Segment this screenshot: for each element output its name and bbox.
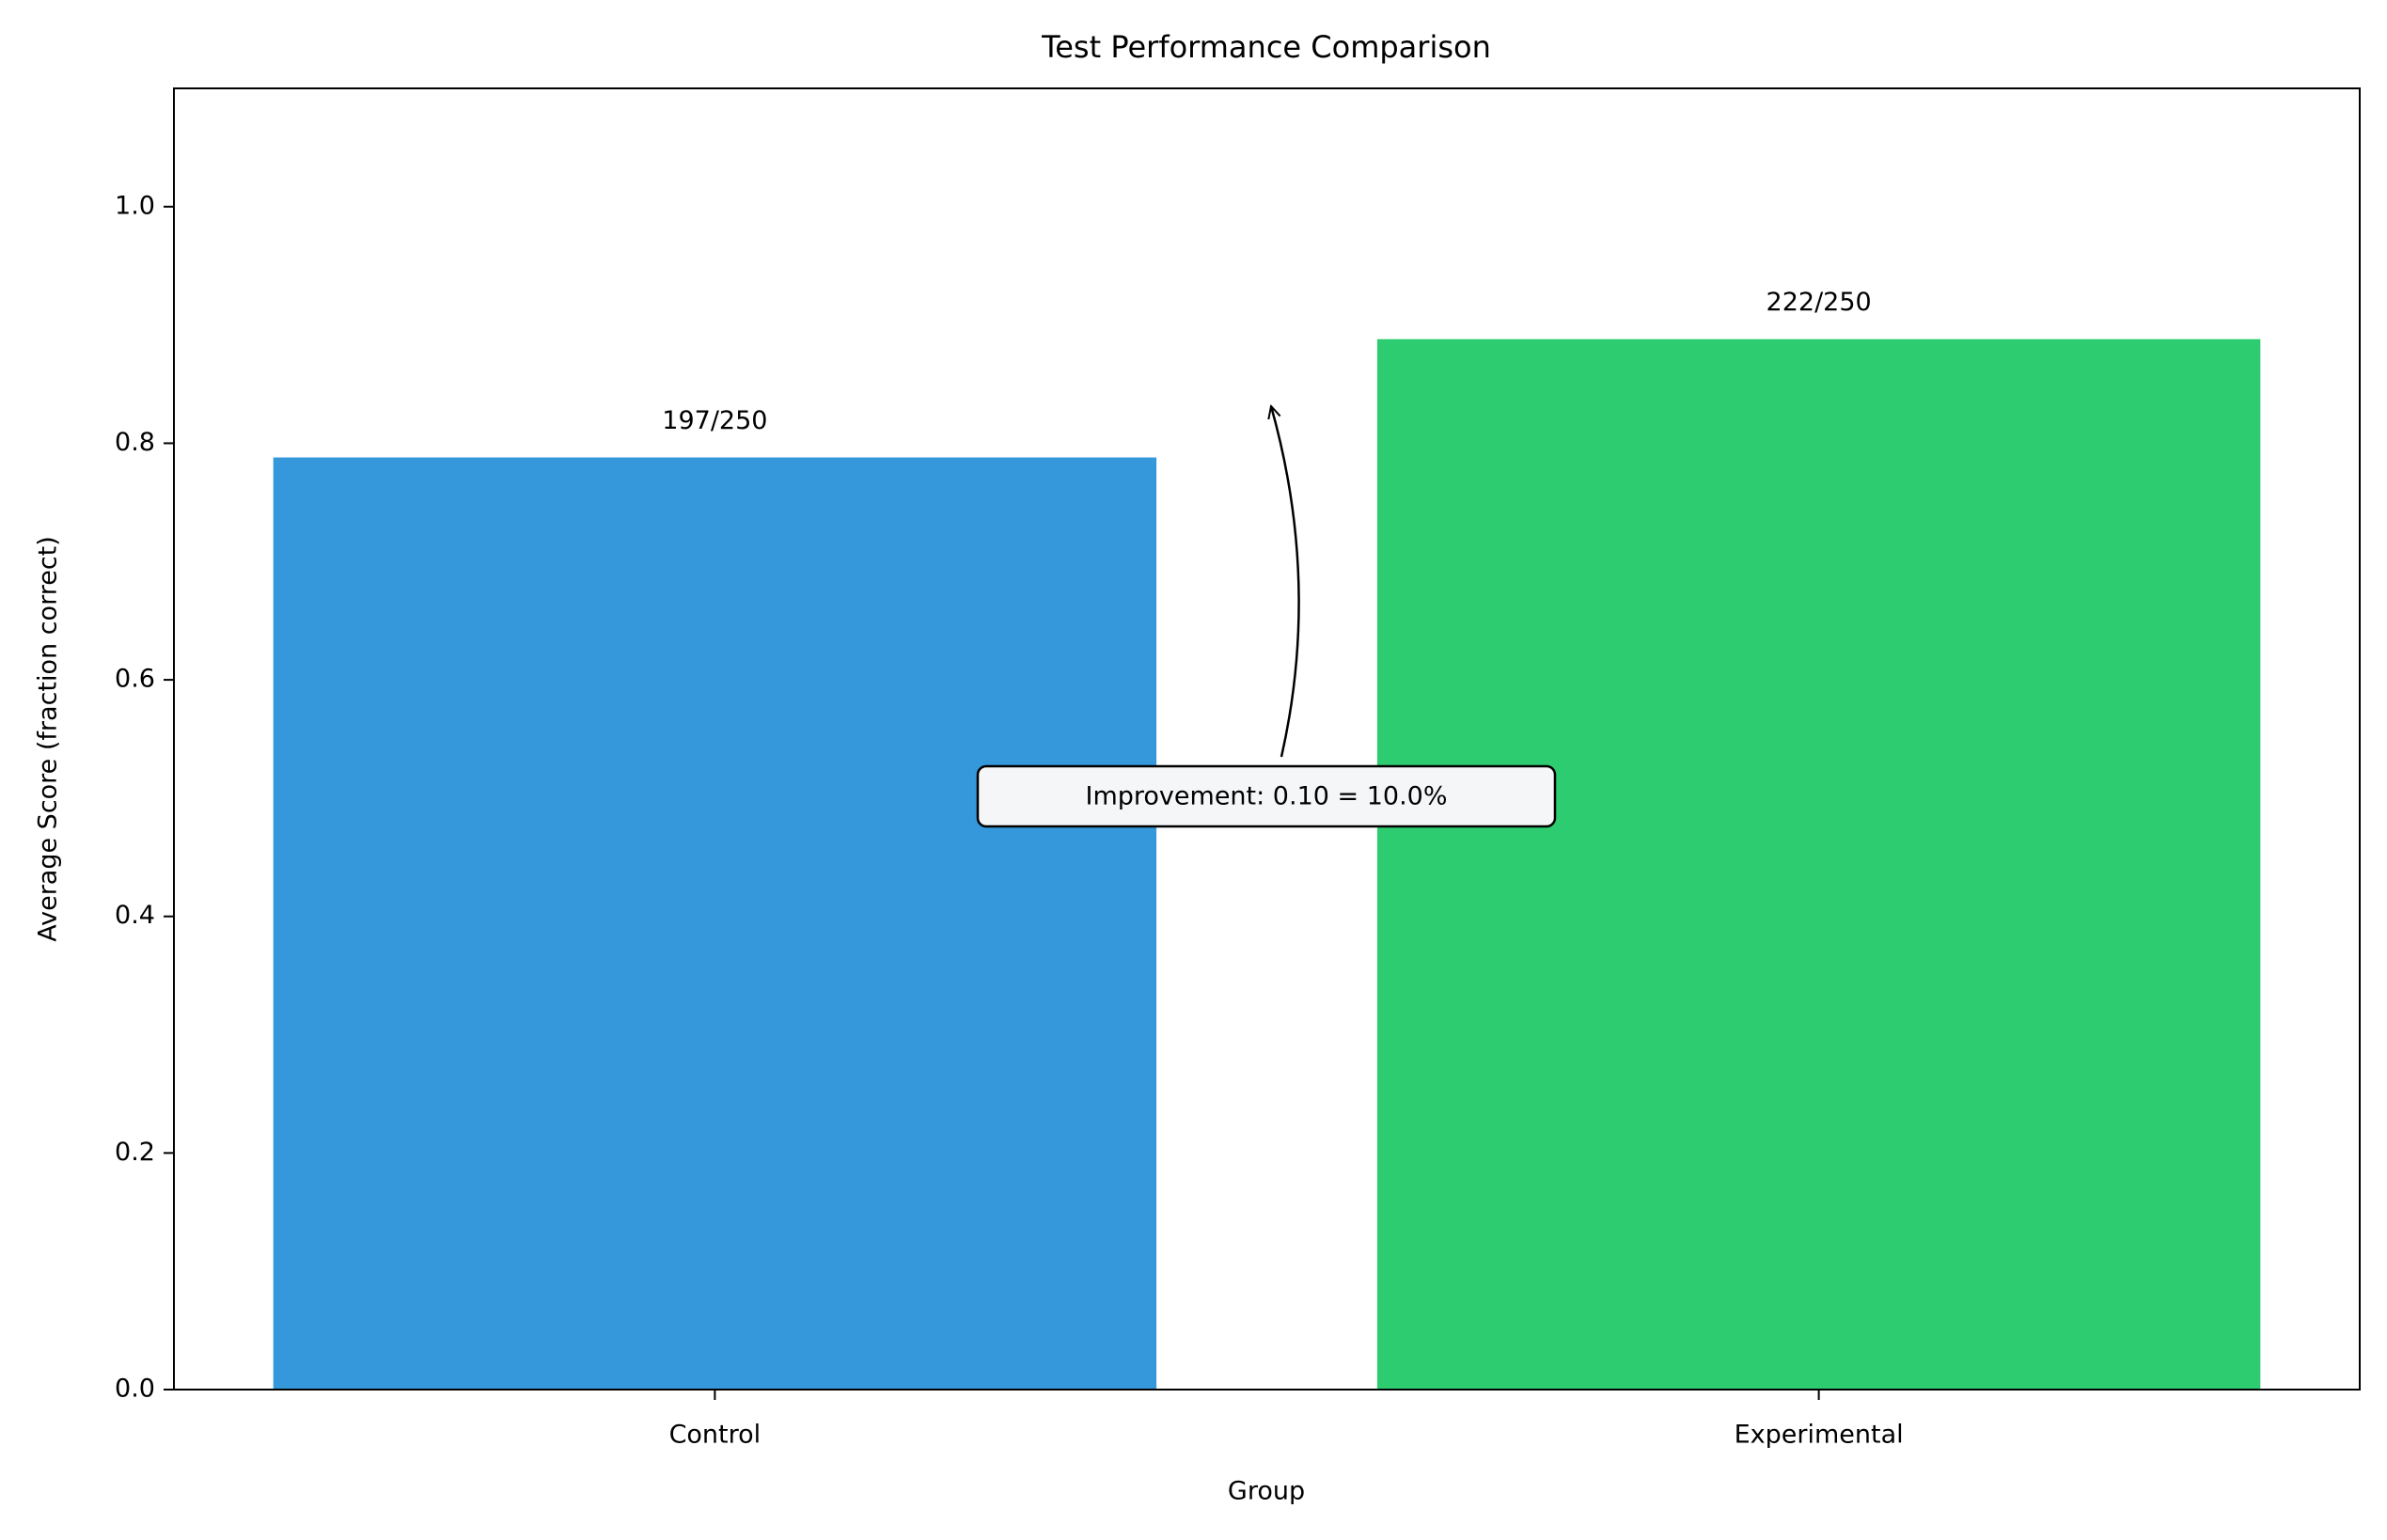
annotation-arrow [1271,406,1300,758]
y-tick-label: 0.0 [115,1375,155,1404]
bar [1376,338,2261,1390]
value-label: 222/250 [1767,288,1872,317]
chart-title: Test Performance Comparison [1041,29,1491,65]
value-label: 197/250 [662,406,767,435]
axes-frame [173,87,2361,1391]
y-axis-label: Average Score (fraction correct) [34,536,63,942]
y-tick-label: 0.8 [115,428,155,457]
plot-area [273,338,2261,1390]
y-tick-label: 1.0 [115,191,155,220]
bar [273,457,1157,1390]
x-tick-label: Control [669,1421,762,1450]
y-tick-label: 0.4 [115,901,155,930]
x-tick-label: Experimental [1735,1421,1904,1450]
y-tick-label: 0.2 [115,1138,155,1167]
annotation-text: Improvement: 0.10 = 10.0% [1086,782,1448,811]
y-tick-label: 0.6 [115,665,155,694]
annotation-box [976,764,1557,828]
x-axis-label: Group [1228,1477,1305,1506]
